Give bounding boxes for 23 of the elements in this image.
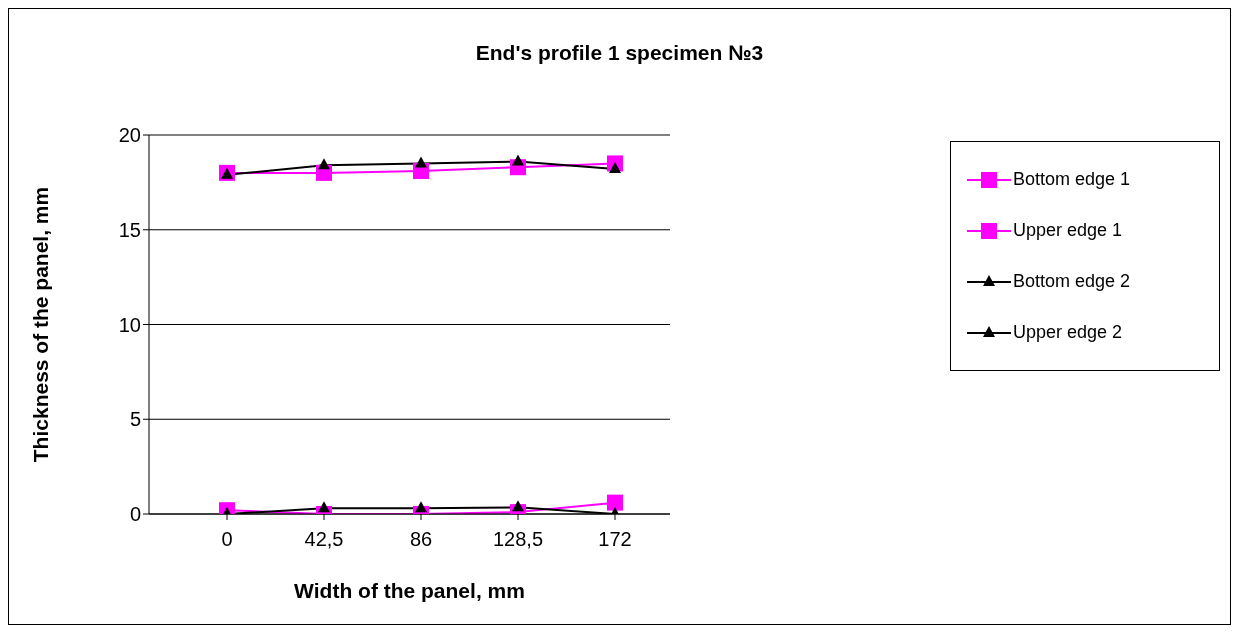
y-tick-label: 0	[129, 503, 141, 526]
legend-label: Upper edge 1	[1013, 220, 1123, 241]
y-axis-title: Thickness of the panel, mm	[29, 186, 53, 463]
x-axis-title: Width of the panel, mm	[294, 579, 525, 602]
x-tick-label: 128,5	[492, 528, 544, 551]
x-tick-label: 86	[409, 528, 433, 551]
y-tick-label: 5	[129, 408, 141, 431]
point	[512, 154, 524, 166]
x-tick-label: 42,5	[304, 528, 344, 551]
legend-label: Upper edge 2	[1013, 322, 1123, 343]
point	[318, 501, 330, 513]
legend-label: Bottom edge 2	[1013, 271, 1131, 292]
point	[415, 501, 427, 513]
y-tick-label: 10	[118, 313, 141, 336]
chart-title: End's profile 1 specimen №3	[474, 40, 765, 66]
x-tick-label: 0	[221, 528, 233, 551]
x-tick-label: 172	[598, 528, 632, 551]
point	[512, 500, 524, 512]
point	[415, 156, 427, 168]
point	[318, 158, 330, 170]
y-tick-label: 15	[118, 218, 141, 241]
legend-label: Bottom edge 1	[1013, 169, 1131, 190]
y-tick-label: 20	[118, 124, 141, 147]
